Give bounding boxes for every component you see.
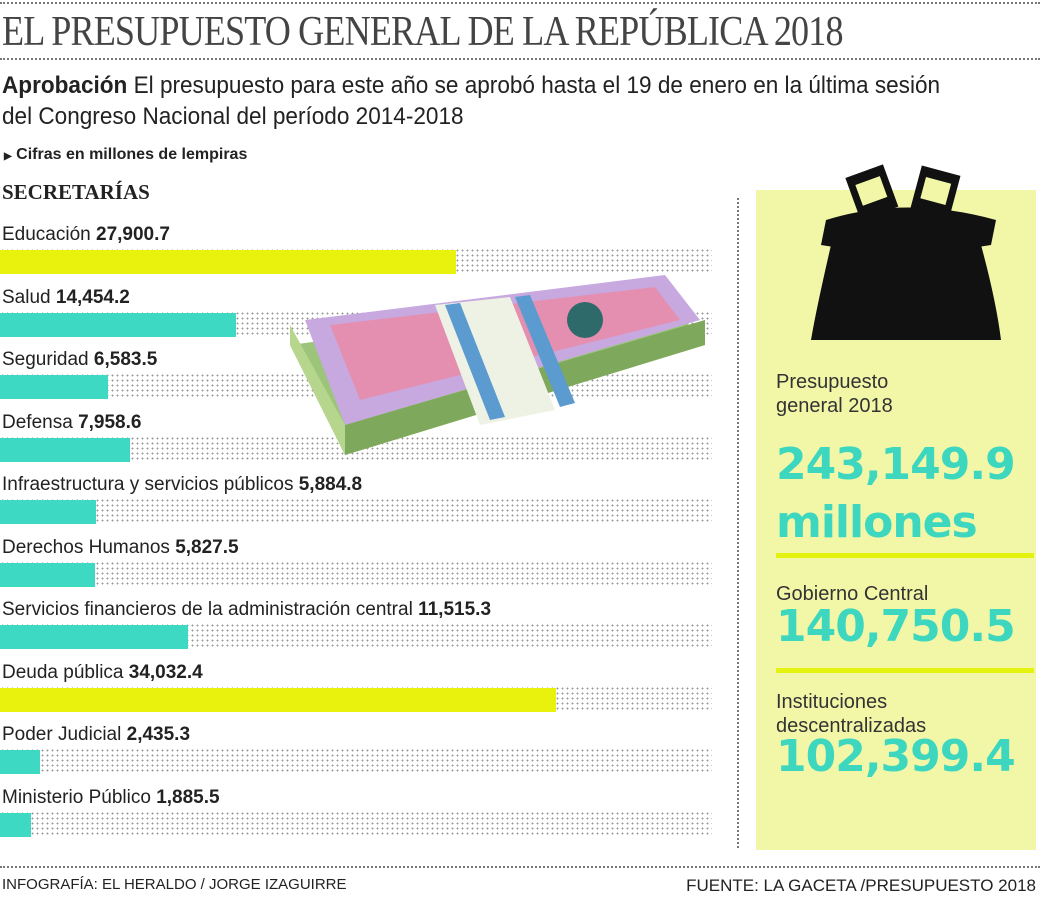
- section-title: SECRETARÍAS: [2, 180, 150, 204]
- intro-body: El presupuesto para este año se aprobó h…: [2, 72, 941, 130]
- decentral-value: 102,399.4: [776, 731, 1016, 782]
- divider: [0, 866, 1040, 868]
- bar: [0, 437, 131, 462]
- value-label: 14,454.2: [55, 286, 130, 308]
- bar-label: Servicios financieros de la administraci…: [2, 599, 491, 621]
- intro-bold: Aprobación: [2, 72, 128, 99]
- value-label: 5,827.5: [175, 536, 239, 558]
- bar: [0, 812, 31, 837]
- credit: INFOGRAFÍA: EL HERALDO / JORGE IZAGUIRRE: [2, 876, 347, 893]
- value-label: 34,032.4: [128, 661, 203, 683]
- bar: [0, 250, 456, 274]
- bar-label: Infraestructura y servicios públicos 5,8…: [2, 474, 362, 496]
- bar: [0, 750, 40, 774]
- bar-label: Poder Judicial 2,435.3: [2, 724, 190, 746]
- summary-panel: Presupuesto general 2018 243,149.9 millo…: [756, 164, 1036, 850]
- divider: [776, 553, 1034, 558]
- bar-label: Salud 14,454.2: [2, 287, 130, 309]
- category-label: Salud: [2, 286, 51, 308]
- central-value: 140,750.5: [776, 601, 1016, 652]
- bar-track: [0, 498, 712, 524]
- unit-note-text: Cifras en millones de lempiras: [16, 146, 248, 163]
- category-label: Deuda pública: [2, 661, 124, 683]
- value-label: 7,958.6: [78, 411, 142, 433]
- bar-label: Defensa 7,958.6: [2, 412, 141, 434]
- triangle-bullet-icon: ▶: [4, 151, 12, 162]
- total-label: Presupuesto general 2018: [776, 371, 893, 417]
- bar: [0, 375, 108, 399]
- page-title: EL PRESUPUESTO GENERAL DE LA REPÚBLICA 2…: [2, 9, 844, 55]
- money-stack-icon: [290, 275, 705, 455]
- divider: [776, 668, 1034, 673]
- bar-track: [0, 560, 712, 587]
- central-label: Gobierno Central: [776, 583, 929, 605]
- bar-label: Derechos Humanos 5,827.5: [2, 537, 239, 559]
- bar-label: Educación 27,900.7: [2, 224, 170, 246]
- category-label: Derechos Humanos: [2, 536, 170, 558]
- bar-label: Seguridad 6,583.5: [2, 349, 157, 371]
- bar-label: Deuda pública 34,032.4: [2, 662, 203, 684]
- bar-row: Ministerio Público 1,885.5: [0, 783, 712, 845]
- bar-row: Poder Judicial 2,435.3: [0, 720, 712, 782]
- value-label: 6,583.5: [93, 349, 158, 370]
- category-label: Defensa: [2, 411, 73, 433]
- bar: [0, 562, 96, 587]
- bar-label: Ministerio Público 1,885.5: [2, 787, 220, 809]
- bar-row: Derechos Humanos 5,827.5: [0, 533, 712, 595]
- value-label: 11,515.3: [418, 599, 492, 620]
- bar-row: Infraestructura y servicios públicos 5,8…: [0, 470, 712, 532]
- bar: [0, 500, 97, 524]
- bar-row: Deuda pública 34,032.4: [0, 658, 712, 720]
- value-label: 2,435.3: [126, 724, 191, 745]
- category-label: Infraestructura y servicios públicos: [2, 474, 294, 495]
- category-label: Seguridad: [2, 349, 89, 370]
- bar: [0, 312, 237, 337]
- source: FUENTE: LA GACETA /PRESUPUESTO 2018: [686, 876, 1036, 895]
- unit-note: ▶ Cifras en millones de lempiras: [4, 146, 247, 164]
- category-label: Servicios financieros de la administraci…: [2, 599, 413, 620]
- value-label: 5,884.8: [298, 474, 363, 495]
- bar-row: Educación 27,900.7: [0, 220, 712, 282]
- total-unit: millones: [776, 497, 978, 548]
- decentral-label: Instituciones descentralizadas: [776, 691, 927, 737]
- category-label: Poder Judicial: [2, 724, 122, 745]
- bar-track: [0, 810, 712, 837]
- bar: [0, 687, 556, 712]
- value-label: 27,900.7: [96, 224, 170, 245]
- bar-track: [0, 748, 712, 774]
- intro-text: Aprobación El presupuesto para este año …: [2, 70, 970, 132]
- divider: [0, 58, 1040, 60]
- money-bag-icon: [811, 164, 1001, 340]
- bar: [0, 625, 189, 649]
- total-value: 243,149.9: [776, 439, 1016, 490]
- divider: [737, 198, 739, 848]
- category-label: Ministerio Público: [2, 786, 151, 808]
- divider: [0, 2, 1040, 4]
- bar-row: Servicios financieros de la administraci…: [0, 595, 712, 657]
- category-label: Educación: [2, 224, 91, 245]
- value-label: 1,885.5: [156, 786, 220, 808]
